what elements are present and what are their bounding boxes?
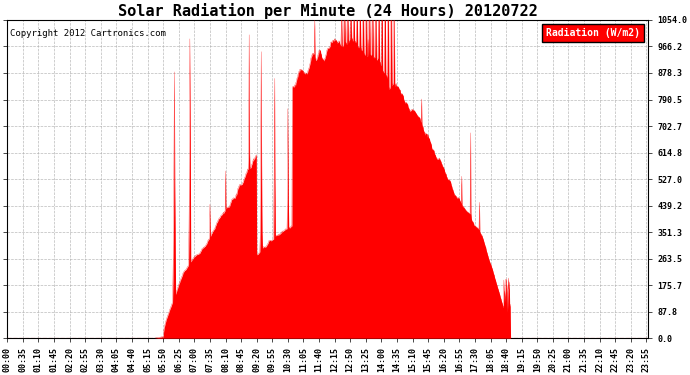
Legend: Radiation (W/m2): Radiation (W/m2) bbox=[542, 24, 644, 42]
Title: Solar Radiation per Minute (24 Hours) 20120722: Solar Radiation per Minute (24 Hours) 20… bbox=[118, 3, 538, 19]
Text: Copyright 2012 Cartronics.com: Copyright 2012 Cartronics.com bbox=[10, 30, 166, 39]
